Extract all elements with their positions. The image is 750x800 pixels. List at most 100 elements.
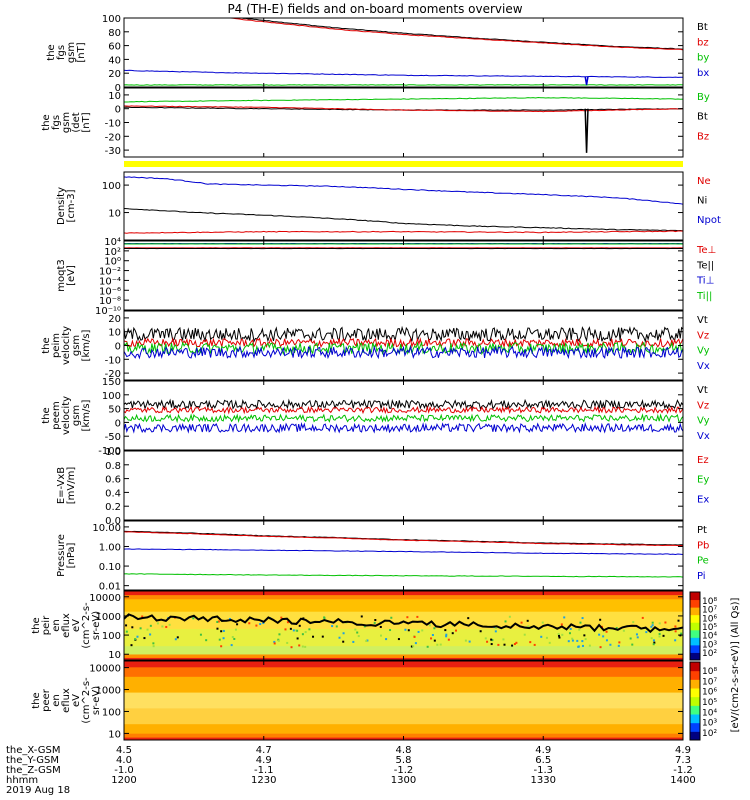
spectrogram-pixel bbox=[632, 621, 635, 624]
legend-Pt: Pt bbox=[697, 525, 707, 536]
spectrogram-pixel bbox=[569, 627, 572, 630]
legend-Ni: Ni bbox=[697, 195, 707, 206]
spectrogram-pixel bbox=[141, 615, 144, 618]
ytick-label: 60 bbox=[108, 42, 121, 53]
ytick-label: 10000 bbox=[89, 593, 121, 604]
ylabel-text: (cm^2-s- bbox=[81, 677, 92, 724]
ytick-label: 0.2 bbox=[105, 502, 121, 513]
spectrogram-pixel bbox=[674, 630, 677, 633]
spectrogram-pixel bbox=[236, 623, 239, 626]
legend-Pb: Pb bbox=[697, 540, 709, 551]
ytick-label: -50 bbox=[105, 432, 121, 443]
ylabel-text: the bbox=[31, 692, 42, 708]
spectrogram-pixel bbox=[277, 639, 280, 642]
spectrogram-pixel bbox=[451, 632, 454, 635]
ytick-label: 80 bbox=[108, 28, 121, 39]
colorbar-top-band bbox=[690, 622, 700, 631]
spectrogram-pixel bbox=[581, 617, 584, 620]
spectrogram-pixel bbox=[444, 629, 447, 632]
spectrogram-pixel bbox=[447, 638, 450, 641]
xaxis-date: 2019 Aug 18 bbox=[6, 785, 70, 796]
legend-Ey: Ey bbox=[697, 475, 709, 486]
ylabel-text: E=-VxB bbox=[56, 467, 67, 504]
ylabel-text: velocity bbox=[61, 396, 72, 435]
spectrogram-pixel bbox=[609, 643, 612, 646]
legend-Ti||: Ti|| bbox=[696, 291, 712, 302]
xaxis-row-label: the_X-GSM bbox=[6, 745, 60, 756]
spectrogram-pixel bbox=[631, 643, 634, 646]
ylabel-text: (det bbox=[71, 112, 82, 132]
spectrogram-pixel bbox=[511, 644, 514, 647]
ytick-label: 10000 bbox=[89, 664, 121, 675]
spectrogram-pixel bbox=[338, 636, 341, 639]
spectrogram-pixel bbox=[296, 637, 299, 640]
spectrogram-pixel bbox=[412, 645, 415, 648]
ylabel-group: the peer en eflux eV (cm^2-s-sr-eV) bbox=[31, 677, 102, 724]
spectrogram-pixel bbox=[280, 616, 283, 619]
spectrogram-9 bbox=[124, 661, 683, 740]
xaxis-value: 5.8 bbox=[396, 755, 412, 766]
ytick-label: 1.0 bbox=[105, 447, 121, 458]
legend-Ti⊥: Ti⊥ bbox=[696, 276, 714, 287]
xaxis-row-label: hhmm bbox=[6, 775, 38, 786]
spectrogram-pixel bbox=[578, 628, 581, 631]
ytick-label: -30 bbox=[105, 146, 121, 157]
spectrogram-pixel bbox=[677, 619, 680, 622]
ylabel-group: the peir en eflux eV (cm^2-s-sr-eV) bbox=[31, 602, 102, 649]
spectrogram-pixel bbox=[168, 623, 171, 626]
ylabel-text: sr-eV) bbox=[91, 686, 102, 715]
spectrogram-pixel bbox=[146, 628, 149, 631]
ylabel-text: [km/s] bbox=[81, 329, 92, 361]
spectrogram-pixel bbox=[301, 633, 304, 636]
spectrogram-pixel bbox=[286, 621, 289, 624]
series-line-Npot bbox=[124, 176, 683, 205]
spectrogram-pixel bbox=[290, 646, 293, 649]
spectrogram-pixel bbox=[205, 639, 208, 642]
ylabel-text: fgs bbox=[51, 115, 62, 130]
spectrogram-pixel bbox=[222, 637, 225, 640]
legend-Ez: Ez bbox=[697, 455, 709, 466]
legend-Vz: Vz bbox=[697, 330, 709, 341]
spectrogram-pixel bbox=[323, 616, 326, 619]
spectrogram-pixel bbox=[541, 621, 544, 624]
ytick-label: 10 bbox=[108, 209, 121, 220]
spectrogram-pixel bbox=[421, 629, 424, 632]
spectrogram-pixel bbox=[529, 641, 532, 644]
spectrogram-pixel bbox=[125, 624, 128, 627]
spectrogram-pixel bbox=[674, 639, 677, 642]
spectrogram-pixel bbox=[131, 626, 134, 629]
ytick-label: 10 bbox=[108, 91, 121, 102]
spectrogram-pixel bbox=[406, 616, 409, 619]
ylabel-text: the bbox=[41, 337, 52, 353]
spectrogram-pixel bbox=[134, 638, 137, 641]
spectrogram-pixel bbox=[426, 645, 429, 648]
ylabel-text: [nT] bbox=[81, 112, 92, 132]
spectrogram-band bbox=[124, 667, 683, 678]
series-line-Vz bbox=[124, 405, 683, 415]
ylabel-text: gsm bbox=[66, 42, 77, 63]
spectrogram-pixel bbox=[504, 620, 507, 623]
spectrogram-pixel bbox=[380, 634, 383, 637]
colorbar-top-label: 10⁶ bbox=[702, 614, 717, 624]
xaxis-value: 7.3 bbox=[675, 755, 691, 766]
series-line-bx bbox=[124, 69, 683, 78]
spectrogram-pixel bbox=[548, 641, 551, 644]
ytick-label: 1000 bbox=[96, 612, 121, 623]
ylabel-text: Density bbox=[56, 187, 67, 225]
xaxis-value: 4.8 bbox=[396, 745, 412, 756]
spectrogram-pixel bbox=[494, 630, 497, 633]
spectrogram-pixel bbox=[289, 627, 292, 630]
spectrogram-pixel bbox=[373, 621, 376, 624]
spectrogram-pixel bbox=[284, 628, 287, 631]
flag-bar bbox=[124, 161, 683, 167]
colorbar-bottom-band bbox=[690, 670, 700, 680]
legend-Vy: Vy bbox=[697, 346, 710, 357]
spectrogram-pixel bbox=[577, 645, 580, 648]
series-line-Vy bbox=[124, 413, 683, 424]
xaxis-value: -1.0 bbox=[114, 765, 134, 776]
xaxis-value: 6.5 bbox=[535, 755, 551, 766]
spectrogram-pixel bbox=[557, 633, 560, 636]
series-line-Vx bbox=[124, 345, 683, 360]
spectrogram-pixel bbox=[430, 637, 433, 640]
ytick-label: 0 bbox=[115, 105, 121, 116]
